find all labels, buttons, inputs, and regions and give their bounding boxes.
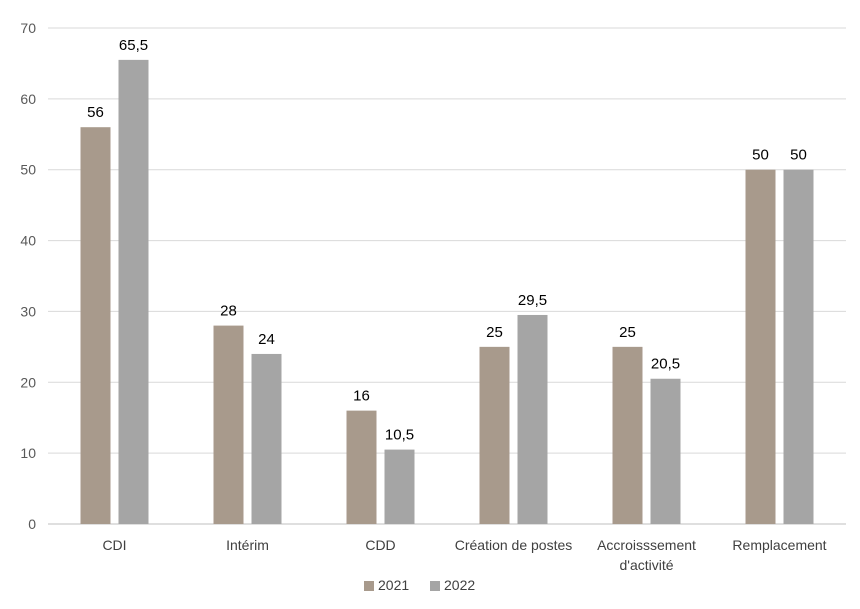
- legend-swatch-2021: [364, 581, 374, 591]
- data-label: 28: [220, 303, 237, 320]
- y-tick-label: 10: [20, 445, 36, 461]
- bar-2022-0: [118, 59, 149, 525]
- x-category-label: Création de postes: [455, 537, 573, 553]
- legend-swatch-2022: [430, 581, 440, 591]
- data-label: 65,5: [119, 37, 148, 54]
- bar-2021-5: [745, 169, 776, 524]
- data-label: 29,5: [518, 292, 547, 309]
- bar-2022-3: [517, 314, 548, 524]
- bar-2021-4: [612, 346, 643, 524]
- y-tick-label: 0: [28, 516, 36, 532]
- data-label: 24: [258, 331, 275, 348]
- bar-2022-4: [650, 378, 681, 524]
- y-tick-label: 50: [20, 162, 36, 178]
- x-axis: CDI Intérim CDD Création de postes Accroisss…: [102, 537, 826, 573]
- data-label: 25: [619, 324, 636, 341]
- gridlines: [48, 27, 846, 525]
- bar-2021-0: [80, 127, 111, 524]
- y-tick-label: 20: [20, 374, 36, 390]
- x-category-label: Accroisssement: [597, 537, 696, 553]
- data-label: 50: [752, 147, 769, 164]
- bar-2022-5: [783, 169, 814, 524]
- data-label: 16: [353, 388, 370, 405]
- bars: [80, 59, 814, 525]
- x-category-label: CDD: [365, 537, 395, 553]
- legend-label: 2021: [378, 577, 409, 593]
- legend: 2021 2022: [364, 577, 475, 593]
- x-category-label: Intérim: [226, 537, 269, 553]
- data-label: 10,5: [385, 427, 414, 444]
- y-tick-label: 40: [20, 233, 36, 249]
- y-tick-label: 30: [20, 303, 36, 319]
- x-category-label: d'activité: [619, 557, 673, 573]
- y-tick-label: 60: [20, 91, 36, 107]
- bar-2021-3: [479, 346, 510, 524]
- x-category-label: Remplacement: [732, 537, 826, 553]
- y-tick-label: 70: [20, 20, 36, 36]
- data-label: 56: [87, 104, 104, 121]
- bar-2022-2: [384, 449, 415, 524]
- legend-label: 2022: [444, 577, 475, 593]
- data-label: 20,5: [651, 356, 680, 373]
- data-label: 25: [486, 324, 503, 341]
- y-axis: 0 10 20 30 40 50 60 70: [20, 20, 36, 532]
- x-category-label: CDI: [102, 537, 126, 553]
- bar-2021-2: [346, 410, 377, 524]
- data-labels: 56 65,5 28 24 16 10,5 25 29,5 25 20,5 50 50: [87, 37, 807, 444]
- data-label: 50: [790, 147, 807, 164]
- bar-2021-1: [213, 325, 244, 524]
- bar-2022-1: [251, 353, 282, 524]
